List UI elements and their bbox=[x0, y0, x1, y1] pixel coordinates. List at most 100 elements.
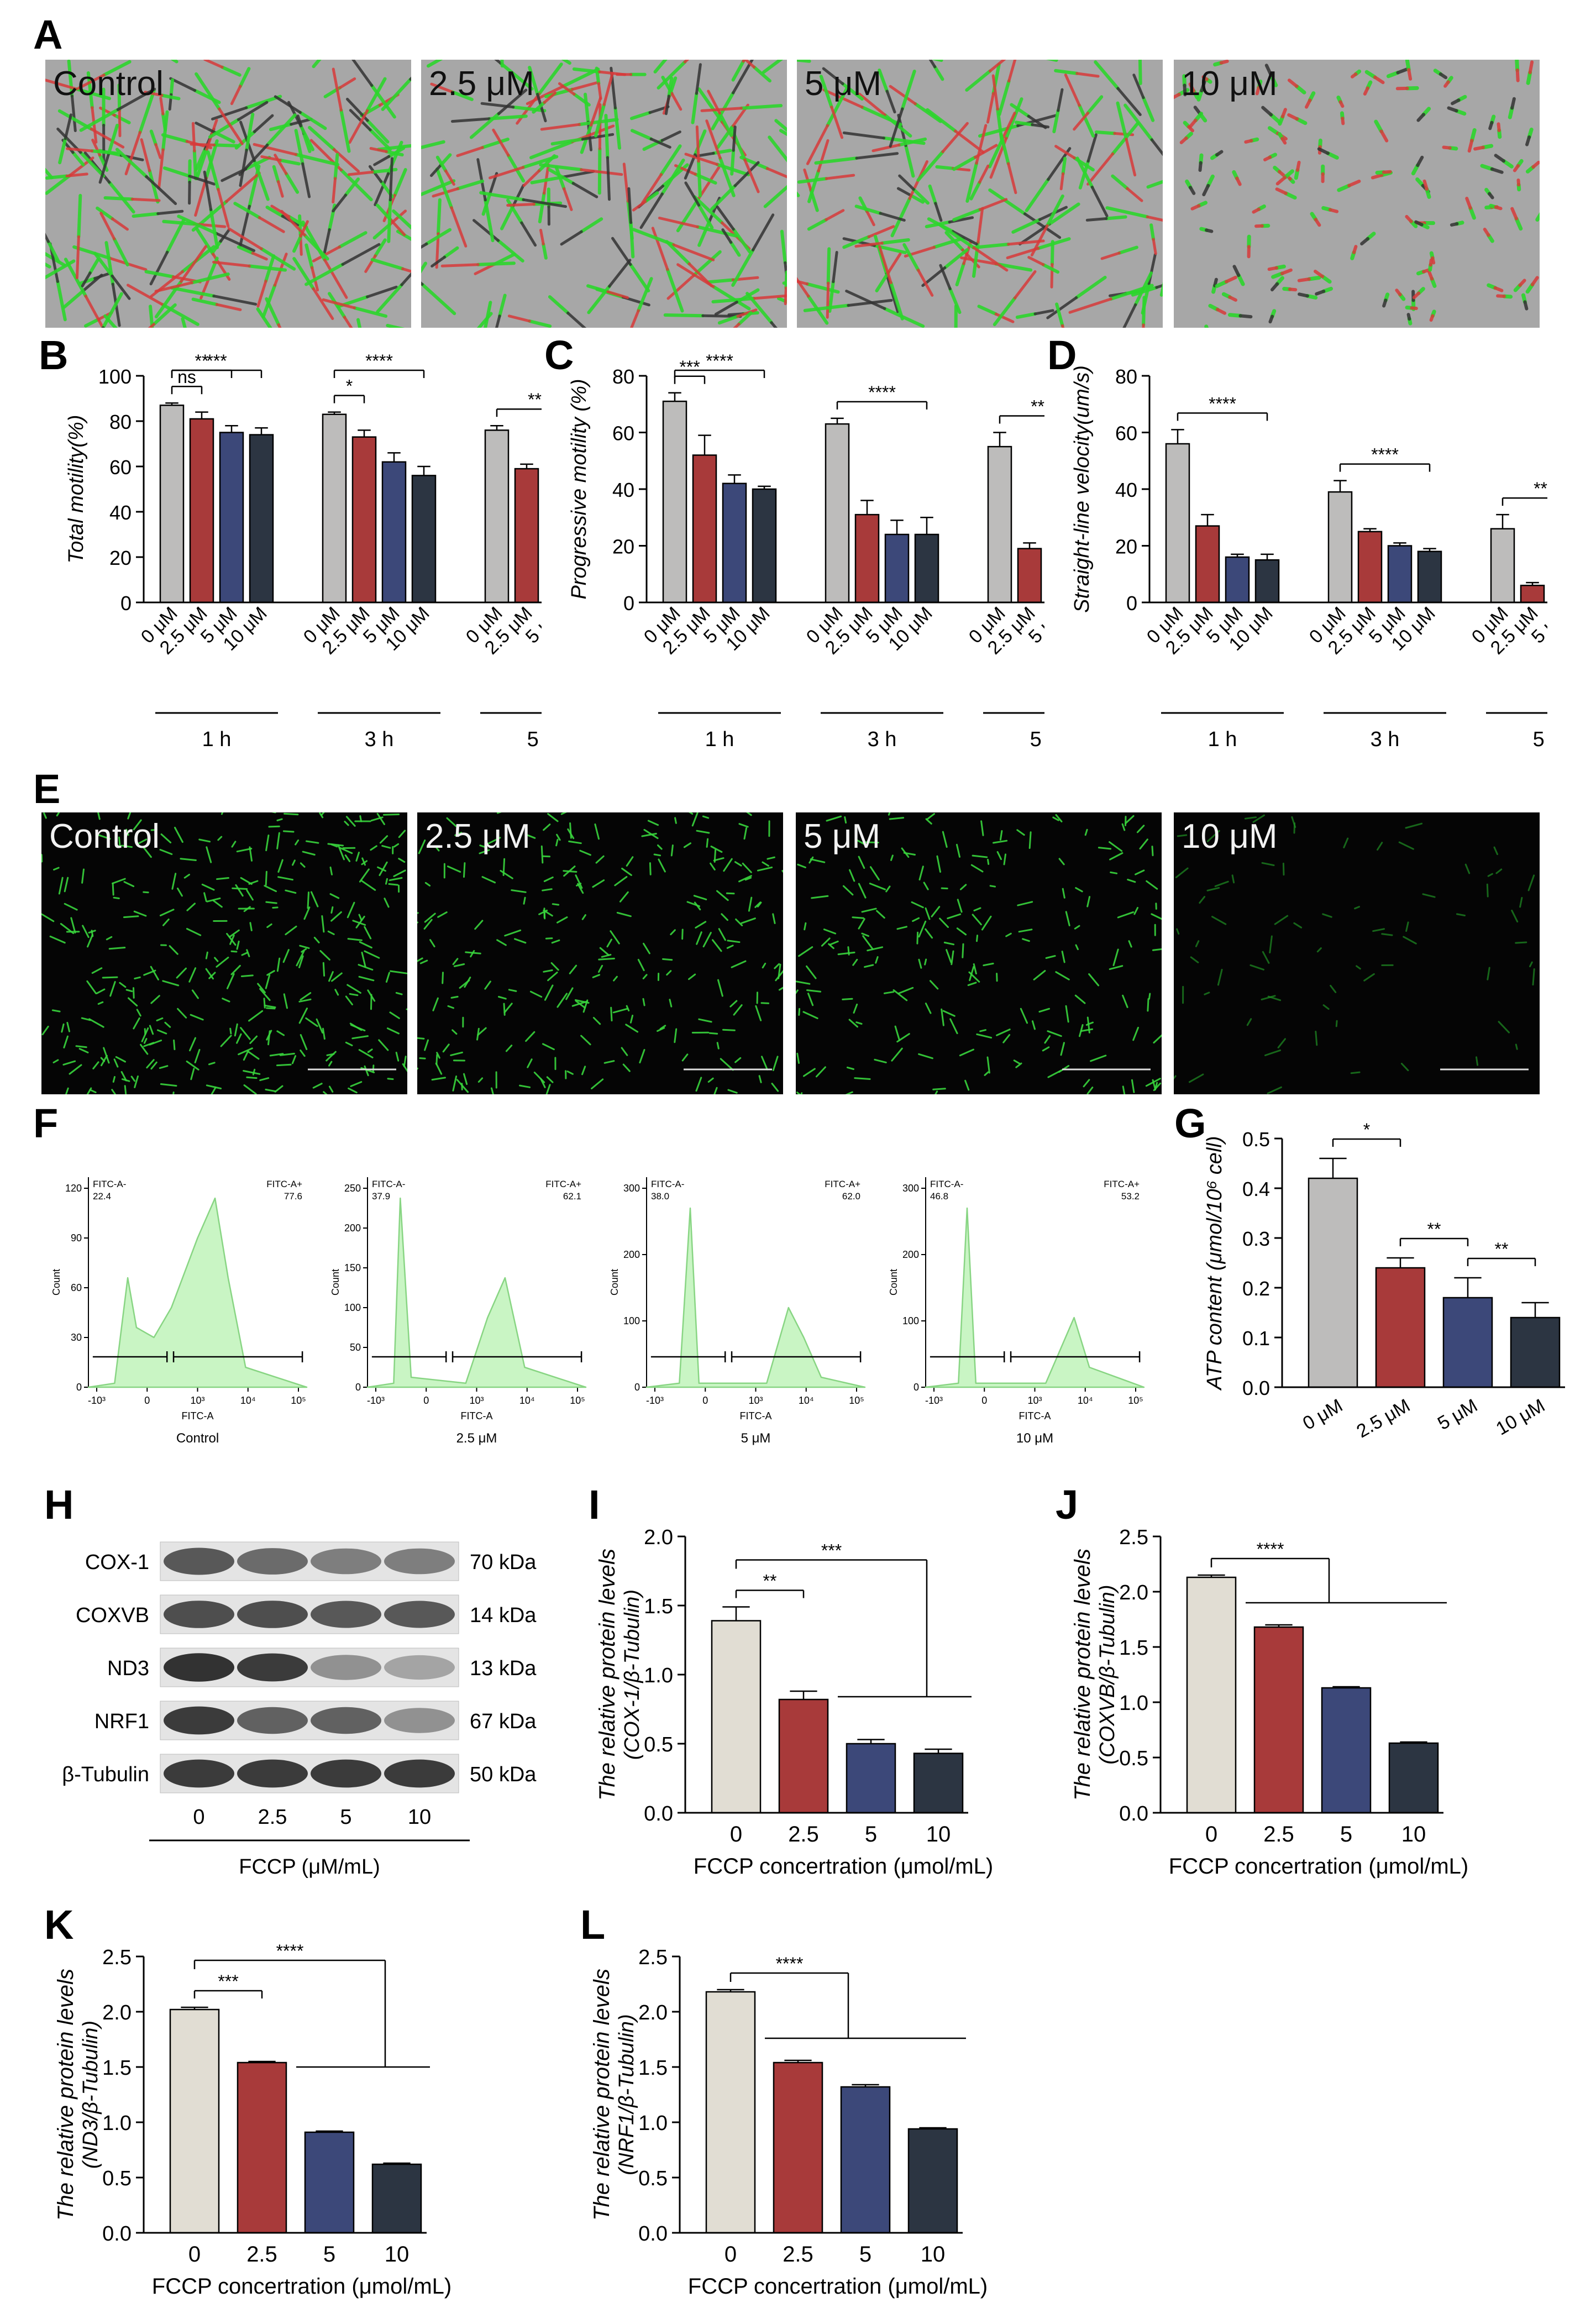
sperm-track bbox=[847, 298, 893, 307]
fluor-sperm bbox=[381, 844, 391, 849]
fluor-sperm bbox=[150, 1061, 158, 1070]
fluor-sperm bbox=[358, 914, 363, 921]
sperm-track bbox=[265, 206, 285, 218]
sperm-track bbox=[104, 241, 115, 286]
y-tick-label: 30 bbox=[71, 1332, 82, 1343]
fluor-sperm bbox=[1244, 816, 1257, 820]
fluor-sperm bbox=[707, 1077, 714, 1083]
fluor-sperm bbox=[1381, 933, 1393, 936]
fluor-sperm bbox=[973, 963, 977, 975]
sperm-track bbox=[385, 150, 404, 157]
fluor-sperm bbox=[935, 1090, 938, 1094]
x-tick-label: 10⁴ bbox=[240, 1395, 256, 1406]
sperm-track bbox=[991, 74, 999, 111]
sperm-track bbox=[807, 169, 820, 203]
fluor-sperm bbox=[862, 935, 874, 950]
fluor-sperm bbox=[1047, 1030, 1062, 1037]
fluor-sperm bbox=[708, 1032, 718, 1035]
sperm-track bbox=[878, 245, 893, 285]
fluor-sperm bbox=[302, 851, 316, 856]
sperm-track bbox=[988, 188, 1027, 216]
sperm-track bbox=[481, 138, 510, 149]
bar bbox=[1327, 491, 1353, 604]
fluor-sperm bbox=[476, 1027, 480, 1041]
fluor-sperm bbox=[1052, 816, 1059, 821]
fluor-sperm bbox=[957, 899, 963, 913]
fluor-sperm bbox=[980, 820, 984, 836]
group-label: 3 h bbox=[1371, 728, 1400, 751]
sperm-track bbox=[58, 137, 67, 165]
sperm-track bbox=[718, 111, 733, 137]
sperm-track bbox=[999, 133, 1010, 165]
panel-letter-b: B bbox=[39, 332, 69, 378]
sperm-track bbox=[731, 248, 755, 287]
sperm-track bbox=[1386, 71, 1400, 78]
sperm-track bbox=[1225, 275, 1237, 284]
fluor-sperm bbox=[1062, 888, 1065, 899]
flow-plot-name: Control bbox=[176, 1431, 219, 1446]
fluor-sperm bbox=[918, 865, 924, 881]
sperm-track bbox=[1416, 113, 1425, 122]
fluor-sperm bbox=[643, 942, 650, 954]
fluor-sperm bbox=[246, 949, 250, 957]
blot-band bbox=[384, 1759, 455, 1788]
fluor-sperm bbox=[86, 1087, 92, 1094]
fluor-sperm bbox=[1190, 956, 1199, 963]
y-tick-label: 100 bbox=[623, 1315, 640, 1326]
fluor-sperm bbox=[370, 816, 384, 822]
sperm-track bbox=[206, 150, 220, 191]
fluor-sperm bbox=[1372, 928, 1385, 932]
sperm-track bbox=[339, 168, 373, 202]
sig-label: ** bbox=[763, 1571, 777, 1591]
sperm-track bbox=[697, 220, 711, 247]
sig-label: **** bbox=[276, 1941, 304, 1961]
y-tick-label: 120 bbox=[65, 1183, 82, 1194]
y-tick-label: 0 bbox=[355, 1382, 361, 1393]
bar bbox=[854, 513, 880, 604]
fluor-sperm bbox=[229, 929, 240, 938]
fluor-sperm bbox=[1405, 921, 1409, 932]
band-name: β-Tubulin bbox=[62, 1763, 149, 1786]
fluor-sperm bbox=[653, 853, 662, 857]
fluor-sperm bbox=[1044, 1035, 1051, 1044]
y-axis-label-2: (ND3/β-Tubulin) bbox=[79, 2021, 102, 2169]
sperm-track bbox=[140, 138, 151, 172]
sperm-track bbox=[928, 60, 937, 69]
bar bbox=[752, 488, 777, 604]
fluor-sperm bbox=[146, 1059, 155, 1069]
sperm-track bbox=[1360, 237, 1370, 246]
sperm-track bbox=[952, 208, 982, 222]
sperm-track bbox=[586, 284, 610, 293]
fluor-sperm bbox=[429, 939, 435, 948]
fluor-sperm bbox=[240, 974, 254, 977]
fluor-sperm bbox=[141, 1027, 149, 1042]
sig-label: ** bbox=[1495, 1239, 1509, 1259]
sig-label: **** bbox=[365, 354, 393, 371]
sperm-track bbox=[261, 284, 277, 318]
sperm-track bbox=[1027, 114, 1047, 129]
sperm-track bbox=[400, 272, 411, 286]
bar bbox=[484, 429, 510, 604]
sperm-track bbox=[154, 143, 162, 159]
sperm-track bbox=[1046, 194, 1064, 228]
fluor-sperm bbox=[81, 868, 85, 884]
bar bbox=[1321, 1687, 1372, 1814]
fluor-sperm bbox=[162, 980, 180, 987]
y-axis-label: Straight-line velocity(um/s) bbox=[1070, 365, 1094, 613]
bar bbox=[884, 533, 910, 604]
sperm-track bbox=[916, 150, 944, 182]
sperm-track bbox=[161, 112, 167, 132]
fluor-sperm bbox=[398, 830, 406, 838]
fluor-sperm bbox=[959, 1048, 974, 1057]
fluor-sperm bbox=[1016, 829, 1025, 836]
sperm-track bbox=[536, 92, 547, 123]
sperm-track bbox=[1004, 97, 1023, 140]
sperm-track bbox=[1019, 223, 1051, 246]
bar bbox=[825, 423, 850, 604]
sperm-track bbox=[369, 147, 388, 153]
sperm-track bbox=[498, 293, 507, 318]
sperm-track bbox=[473, 219, 500, 242]
fluor-sperm bbox=[926, 813, 935, 820]
sperm-track bbox=[45, 232, 50, 243]
sperm-track bbox=[111, 217, 129, 231]
